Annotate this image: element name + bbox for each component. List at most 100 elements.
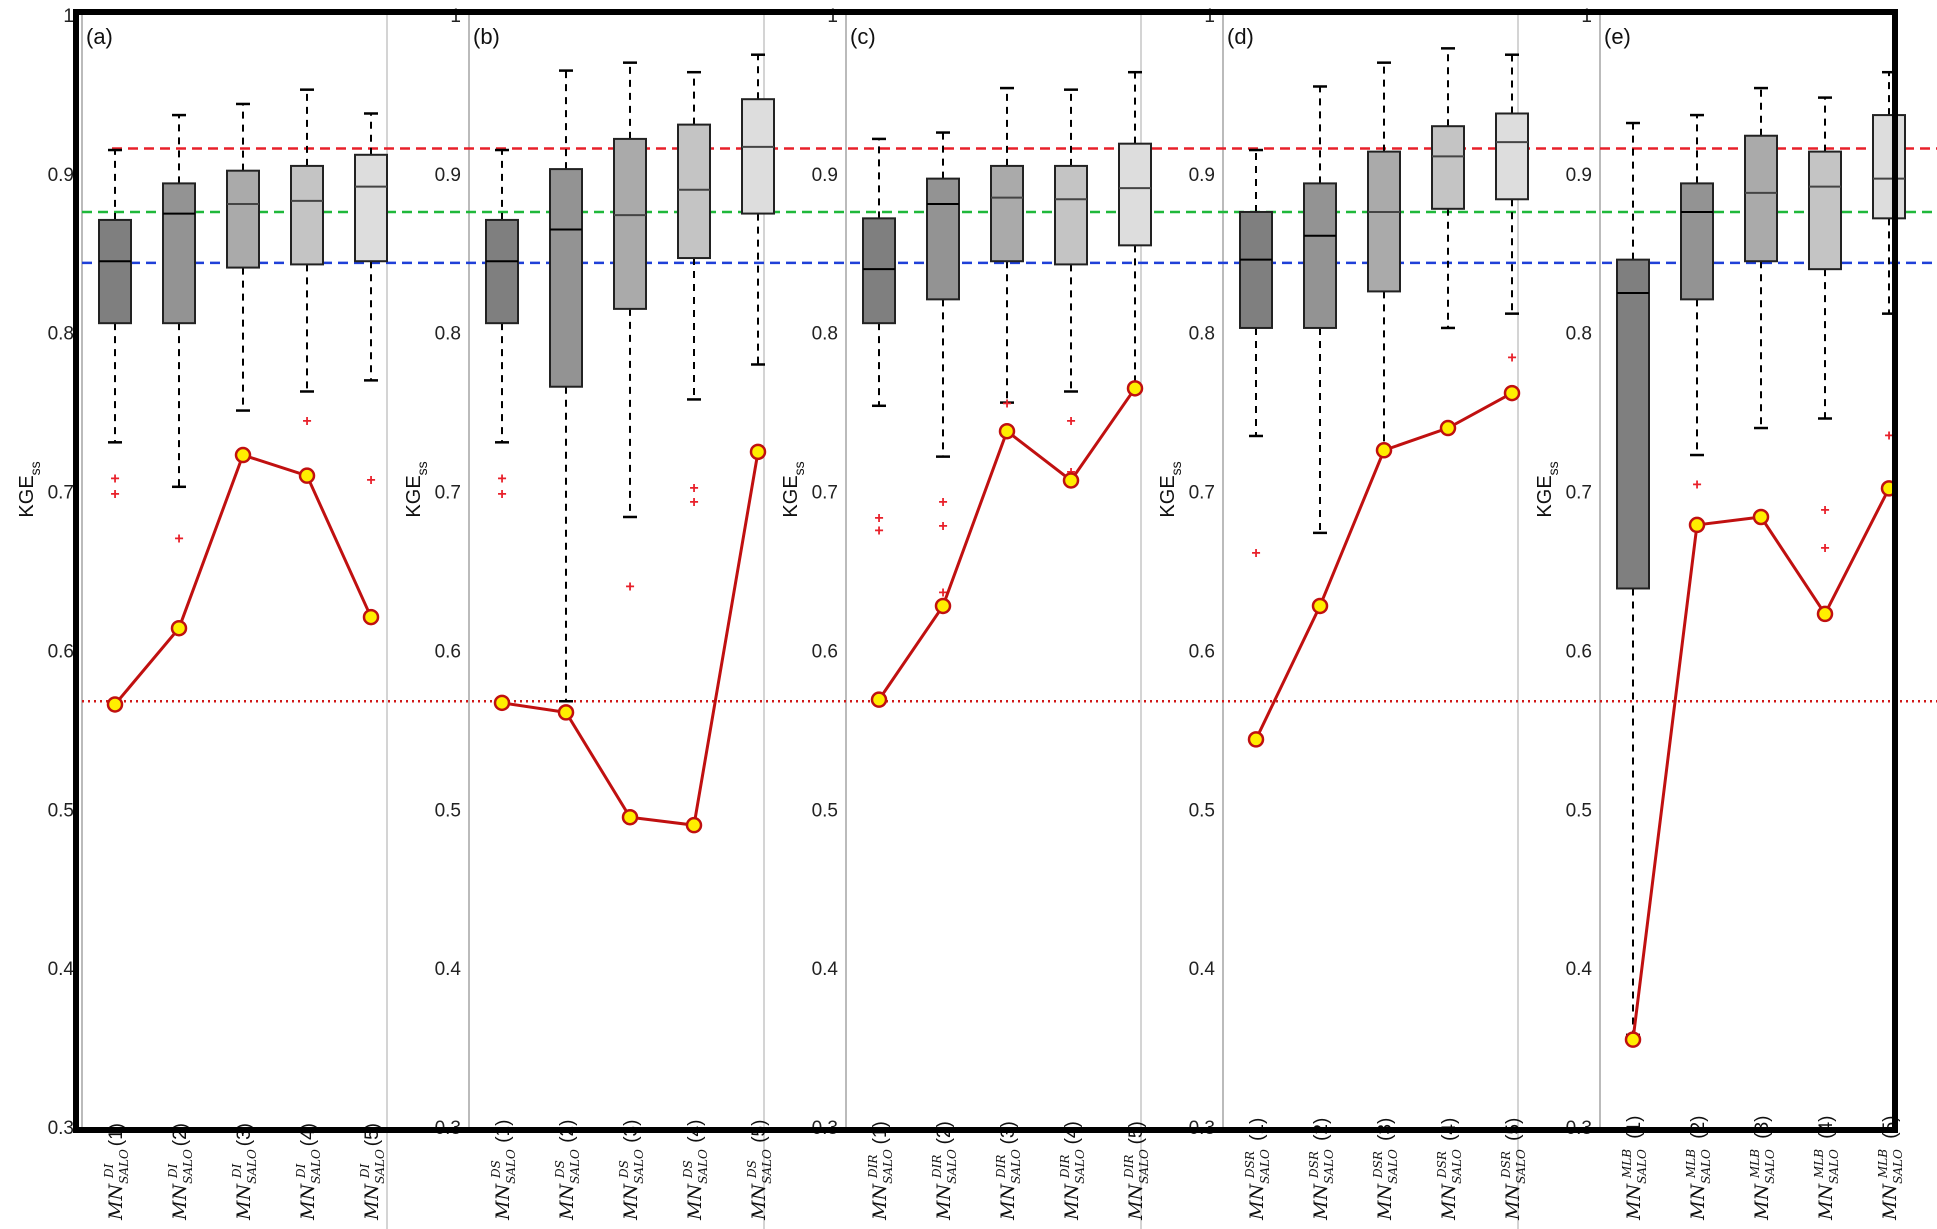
y-axis-label-sub: ss [27,461,43,475]
series-point [870,691,888,708]
y-axis-label: KGEss [780,461,807,517]
x-label-superscript: DIR [930,1155,944,1179]
series-point [1062,472,1080,489]
box-iqr [1431,125,1465,210]
series-point [1503,384,1521,402]
x-label-subscript: SALO [1699,1149,1713,1184]
box-1: ++ [98,148,132,503]
x-label-superscript: DS [553,1160,567,1179]
outlier-marker: + [689,480,698,497]
box-1: ++ [862,137,896,540]
series-point [934,597,952,615]
x-label-base: MN [684,1183,706,1221]
x-label-subscript: SALO [181,1149,195,1184]
box-5 [741,53,775,366]
box-iqr [1872,114,1906,220]
y-tick-label: 0.5 [435,800,461,821]
x-label-base: MN [1246,1183,1268,1221]
y-tick-label: 0.8 [435,324,461,345]
series-point [1439,419,1457,437]
y-tick-label: 0.6 [1566,641,1592,662]
box-iqr [1616,258,1650,590]
x-category-label: MNSALODIR(3) [994,1121,1023,1221]
box-iqr [485,218,519,325]
x-label-subscript: SALO [1450,1149,1464,1184]
y-axis-label-main: KGE [16,475,38,517]
x-label-superscript: MLB [1684,1149,1698,1179]
x-category-label: MNSALODI (1) [102,1123,131,1221]
x-category-label: MNSALODIR(1) [866,1121,895,1221]
x-label-number: (4) [298,1123,319,1146]
outlier-marker: + [1820,540,1829,557]
x-category-label: MNSALODSR(5) [1499,1118,1528,1221]
y-tick-label: 0.8 [48,324,74,345]
box-iqr [1367,150,1401,293]
box-iqr [1808,150,1842,271]
panel-5: 0.30.40.50.60.70.80.91KGEss(e)++++MNSALO… [1534,6,1906,1221]
outlier-marker: + [874,523,883,540]
series-point [1624,1031,1642,1048]
x-label-base: MN [492,1183,514,1221]
box-4 [1431,47,1465,330]
x-label-superscript: DS [681,1160,695,1179]
box-iqr [1680,182,1714,301]
outlier-marker: + [874,510,883,527]
x-category-label: MNSALODS(3) [617,1120,646,1221]
y-tick-label: 0.4 [1189,959,1216,980]
box-iqr [1239,210,1273,329]
box-4: ++ [677,70,711,511]
box-iqr [549,168,583,388]
series-point [298,467,316,484]
series-point [1126,380,1144,397]
series-point [998,422,1016,440]
y-axis-label-sub: ss [1168,461,1184,475]
y-tick-label: 0.9 [435,165,461,186]
outlier-marker: + [497,470,506,487]
x-label-superscript: DSR [1435,1151,1449,1179]
outlier-marker: + [625,578,634,595]
x-label-superscript: DI [102,1163,116,1179]
y-tick-label: 0.7 [1566,483,1592,504]
y-tick-label: 0.8 [1566,324,1592,345]
outlier-marker: + [366,472,375,489]
x-label-subscript: SALO [117,1149,131,1184]
outlier-marker: + [938,585,947,602]
box-iqr [1303,182,1337,329]
x-category-label: MNSALODS(1) [489,1120,518,1221]
outlier-marker: + [174,531,183,548]
x-label-base: MN [997,1183,1019,1221]
y-axis-label: KGEss [16,461,43,517]
x-label-subscript: SALO [945,1149,959,1184]
x-label-superscript: DI [166,1163,180,1179]
series-point [1311,597,1329,615]
x-category-label: MNSALODIR(4) [1058,1121,1087,1221]
panel-label: (b) [473,24,500,49]
outlier-marker: + [1884,427,1893,444]
x-label-subscript: SALO [1386,1149,1400,1184]
box-5: + [1872,70,1906,444]
x-label-subscript: SALO [1322,1149,1336,1184]
box-3 [226,102,260,412]
box-iqr [677,123,711,260]
x-category-label: MNSALODI (5) [358,1123,387,1221]
box-2: + + + [926,131,960,602]
y-tick-label: 0.5 [48,800,74,821]
y-tick-label: 1 [450,6,461,27]
box-iqr [1495,112,1529,201]
y-axis-label: KGEss [1534,461,1561,517]
series-point [749,443,767,461]
series-point [1688,516,1706,534]
box-5: + [1495,53,1529,367]
x-label-subscript: SALO [632,1149,646,1184]
panels: 0.30.40.50.60.70.80.91KGEss(a)+++++MNSAL… [16,6,1906,1221]
series-point [234,446,252,464]
series-point [557,704,575,721]
outlier-marker: + [302,413,311,430]
box-iqr [1118,142,1152,247]
y-tick-label: 0.7 [48,483,74,504]
x-label-base: MN [1623,1183,1645,1221]
x-label-base: MN [556,1183,578,1221]
box-2: + [162,113,196,548]
y-axis-label-sub: ss [791,461,807,475]
y-tick-label: 0.5 [1566,800,1592,821]
